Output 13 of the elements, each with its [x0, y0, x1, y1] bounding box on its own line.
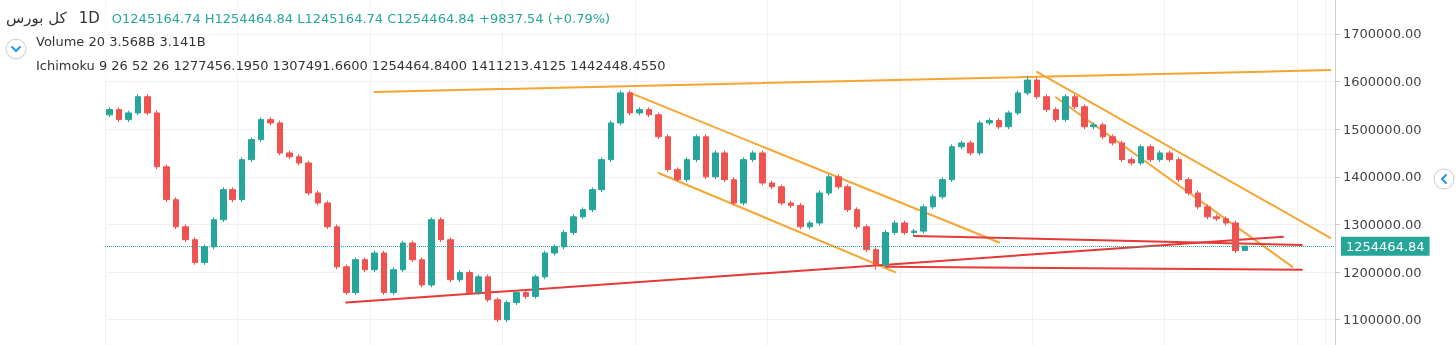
y-tick-label: 1700000.00 [1343, 26, 1422, 42]
text: 1D [78, 9, 100, 27]
ref-line-label: 1254464.84 [1346, 238, 1425, 254]
y-tick-label: 1600000.00 [1343, 73, 1422, 89]
y-tick-label: 1200000.00 [1343, 264, 1422, 280]
y-tick-label: 1100000.00 [1343, 312, 1422, 328]
annotation: O1245164.74 H1254464.84 L1245164.74 C1254464.84 +9837.54 (+0.79%) [111, 11, 611, 26]
y-tick-label: 1400000.00 [1343, 169, 1422, 185]
annotation: Ichimoku 9 26 52 26 1277456.1950 1307491.6600 1254464.8400 1411213.4125 1442448.4550 [0, 54, 670, 78]
y-tick-label: 1300000.00 [1343, 216, 1422, 232]
annotation: Volume 20 3.568B 3.141B [0, 30, 210, 54]
text: کل بورس [6, 8, 67, 29]
y-tick-label: 1500000.00 [1343, 121, 1422, 137]
